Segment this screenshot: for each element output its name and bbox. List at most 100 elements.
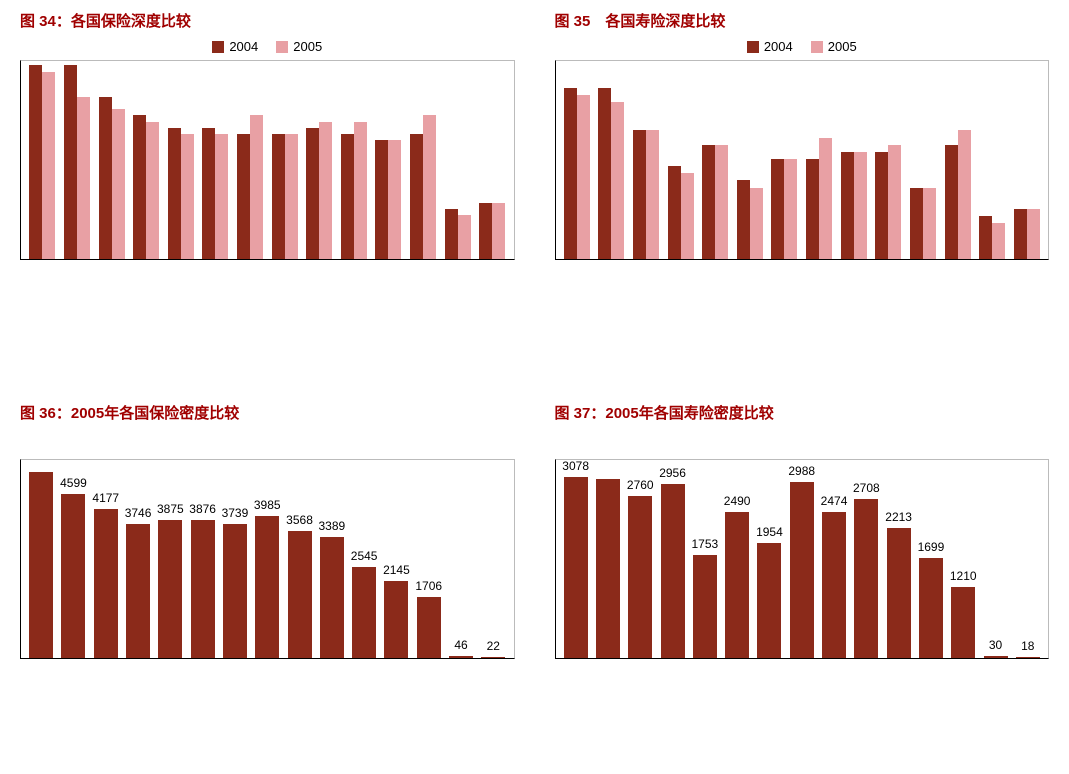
bar-value-label: 1210 xyxy=(950,569,977,585)
bar-value-label: 4599 xyxy=(60,476,87,492)
legend-2005: 2005 xyxy=(811,39,857,54)
chart-35-wrap xyxy=(555,60,1050,372)
bar xyxy=(951,587,975,658)
bar-2005 xyxy=(423,115,436,259)
bar-2004 xyxy=(945,145,958,259)
bar-2004 xyxy=(702,145,715,259)
bar-group xyxy=(373,140,404,259)
bar-2004 xyxy=(99,97,112,260)
bar-2004 xyxy=(479,203,492,259)
bar-group xyxy=(977,216,1008,259)
bar-group: 18 xyxy=(1014,639,1042,658)
bar-group xyxy=(700,145,731,259)
bar-2005 xyxy=(388,140,401,259)
chart-36-plot: 4599417737463875387637393985356833892545… xyxy=(20,459,515,659)
bar-2005 xyxy=(646,130,659,259)
bar-value-label: 46 xyxy=(454,638,467,654)
bar-group: 3389 xyxy=(318,519,346,658)
bar xyxy=(320,537,344,658)
bar-2004 xyxy=(341,134,354,259)
bar xyxy=(693,555,717,658)
bar-group xyxy=(562,88,593,259)
bar-group: 4177 xyxy=(92,491,120,658)
bar-2004 xyxy=(237,134,250,259)
bar-group: 2708 xyxy=(852,481,880,658)
bar-group xyxy=(1011,209,1042,259)
bar-group: 3875 xyxy=(156,502,184,658)
bar xyxy=(887,528,911,658)
bar-group xyxy=(27,65,58,259)
bar-group xyxy=(442,209,473,259)
bar-2004 xyxy=(564,88,577,259)
bar-value-label: 1706 xyxy=(415,579,442,595)
chart-37-wrap: 3078276029561753249019542988247427082213… xyxy=(555,459,1050,764)
bar-group: 22 xyxy=(479,639,507,658)
bar-2005 xyxy=(250,115,263,259)
bar xyxy=(223,524,247,658)
bar xyxy=(984,656,1008,658)
bar xyxy=(596,479,620,658)
bar-value-label: 2213 xyxy=(885,510,912,526)
chart-36-wrap: 4599417737463875387637393985356833892545… xyxy=(20,459,515,764)
bar-value-label: 3739 xyxy=(222,506,249,522)
bar-value-label: 30 xyxy=(989,638,1002,654)
bar-2004 xyxy=(875,152,888,259)
bar xyxy=(661,484,685,658)
bar-2004 xyxy=(737,180,750,259)
bar-2005 xyxy=(611,102,624,259)
chart-34-title: 图 34：各国保险深度比较 xyxy=(20,10,515,31)
bar-group xyxy=(165,128,196,259)
legend-2004: 2004 xyxy=(212,39,258,54)
bar-2004 xyxy=(306,128,319,259)
bar-value-label: 3746 xyxy=(125,506,152,522)
bar-2005 xyxy=(285,134,298,259)
swatch-2004 xyxy=(747,41,759,53)
bar xyxy=(255,516,279,658)
bar-2005 xyxy=(146,122,159,260)
bar-value-label: 3389 xyxy=(318,519,345,535)
chart-34-plot xyxy=(20,60,515,260)
bar-group: 1210 xyxy=(949,569,977,658)
bar xyxy=(822,512,846,658)
chart-34-wrap xyxy=(20,60,515,372)
legend-2005-label: 2005 xyxy=(828,39,857,54)
bar-group: 1706 xyxy=(415,579,443,658)
chart-36-title: 图 36：2005年各国保险密度比较 xyxy=(20,402,515,423)
bar-2005 xyxy=(923,188,936,259)
chart-34-legend: 2004 2005 xyxy=(20,39,515,54)
bar xyxy=(29,472,53,658)
bar-2004 xyxy=(806,159,819,259)
bar-2005 xyxy=(1027,209,1040,259)
bar-group xyxy=(62,65,93,259)
bar-group xyxy=(96,97,127,260)
bar xyxy=(854,499,878,658)
bar-group xyxy=(838,152,869,259)
swatch-2004 xyxy=(212,41,224,53)
bar-2004 xyxy=(771,159,784,259)
bar-value-label: 18 xyxy=(1021,639,1034,655)
bar-2005 xyxy=(681,173,694,259)
bar xyxy=(288,531,312,658)
bar-group xyxy=(338,122,369,260)
bar-value-label: 2956 xyxy=(659,466,686,482)
bar-2004 xyxy=(375,140,388,259)
bar-2004 xyxy=(168,128,181,259)
bar xyxy=(919,558,943,658)
bar-group: 2988 xyxy=(788,464,816,658)
bar-value-label: 1753 xyxy=(691,537,718,553)
bar-value-label: 2988 xyxy=(788,464,815,480)
bar xyxy=(449,656,473,658)
bar-group: 1699 xyxy=(917,540,945,658)
bar-group xyxy=(200,128,231,259)
bar-value-label: 2490 xyxy=(724,494,751,510)
bar-2005 xyxy=(354,122,367,260)
bar-2004 xyxy=(910,188,923,259)
bar xyxy=(352,567,376,658)
legend-2004-label: 2004 xyxy=(229,39,258,54)
bar-group: 3746 xyxy=(124,506,152,658)
bar-group xyxy=(27,454,55,658)
bar-2005 xyxy=(715,145,728,259)
chart-37-plot: 3078276029561753249019542988247427082213… xyxy=(555,459,1050,659)
bar-value-label: 3568 xyxy=(286,513,313,529)
legend-2004-label: 2004 xyxy=(764,39,793,54)
